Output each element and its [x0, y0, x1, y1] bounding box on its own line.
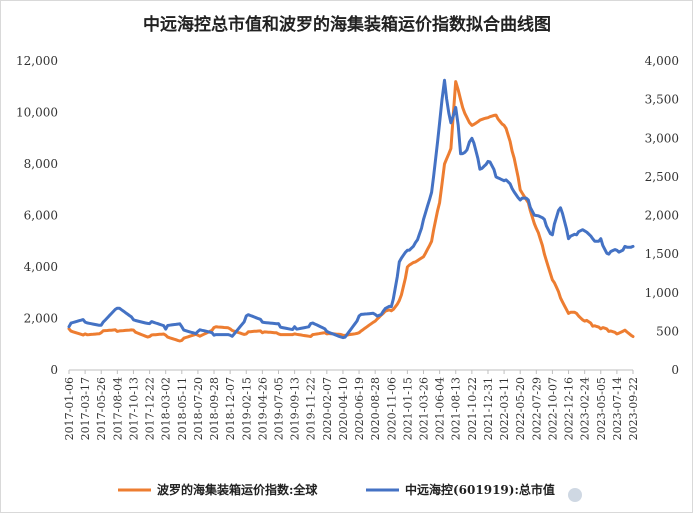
left-tick-label: 4,000 — [24, 260, 58, 274]
x-tick-label: 2018-09-28 — [208, 377, 221, 440]
x-tick-label: 2019-07-05 — [272, 377, 285, 440]
right-tick-label: 2,500 — [645, 170, 679, 184]
chart-title: 中远海控总市值和波罗的海集装箱运价指数拟合曲线图 — [143, 14, 551, 35]
left-tick-label: 10,000 — [16, 106, 58, 120]
x-tick-label: 2021-01-15 — [401, 377, 414, 440]
watermark-text: 雪球：青山隐士 — [587, 488, 671, 502]
x-tick-label: 2017-03-17 — [79, 377, 92, 440]
legend: 波罗的海集装箱运价指数:全球 中远海控(601919):总市值 — [118, 482, 555, 497]
left-axis: 0 2,000 4,000 6,000 8,000 10,000 12,000 — [16, 54, 58, 377]
x-tick-label: 2020-04-10 — [337, 377, 350, 440]
right-tick-label: 1,500 — [645, 247, 679, 261]
x-tick-label: 2022-03-11 — [498, 377, 511, 440]
series-group — [67, 78, 635, 343]
left-tick-label: 0 — [50, 363, 58, 377]
left-tick-label: 8,000 — [24, 157, 58, 171]
x-tick-label: 2023-07-14 — [611, 377, 624, 440]
x-tick-label: 2021-06-04 — [434, 377, 447, 440]
x-tick-label: 2022-07-29 — [530, 377, 543, 440]
x-tick-label: 2020-11-06 — [385, 377, 398, 440]
x-tick-label: 2019-02-15 — [240, 377, 253, 440]
right-tick-label: 4,000 — [645, 54, 679, 68]
x-tick-label: 2017-05-26 — [95, 377, 108, 440]
right-tick-label: 1,000 — [645, 286, 679, 300]
x-tick-label: 2018-03-02 — [160, 377, 173, 440]
x-tick-label: 2021-12-31 — [482, 377, 495, 440]
x-tick-label: 2020-02-07 — [321, 377, 334, 440]
x-tick-label: 2021-03-26 — [418, 377, 431, 440]
x-tick-label: 2019-04-26 — [256, 377, 269, 440]
left-tick-label: 12,000 — [16, 54, 58, 68]
right-tick-label: 3,000 — [645, 131, 679, 145]
series-line-left — [67, 80, 635, 343]
legend-label: 中远海控(601919):总市值 — [405, 482, 555, 497]
right-axis: 0 500 1,000 1,500 2,000 2,500 3,000 3,500 4,000 — [645, 54, 679, 377]
right-tick-label: 2,000 — [645, 209, 679, 223]
left-tick-label: 2,000 — [24, 312, 58, 326]
x-tick-label: 2022-05-20 — [514, 377, 527, 440]
x-tick-label: 2018-05-11 — [176, 377, 189, 440]
legend-label: 波罗的海集装箱运价指数:全球 — [157, 482, 318, 497]
x-tick-label: 2020-06-19 — [353, 377, 366, 440]
x-tick-label: 2022-12-16 — [563, 377, 576, 440]
series-line-right — [67, 78, 635, 340]
x-tick-label: 2023-09-22 — [627, 377, 640, 440]
x-tick-label: 2021-10-22 — [466, 377, 479, 440]
right-tick-label: 500 — [656, 324, 679, 338]
x-axis: 2017-01-06 2017-03-17 2017-05-26 2017-08-04… — [63, 370, 640, 440]
x-tick-label: 2017-08-04 — [111, 377, 124, 440]
x-tick-label: 2017-01-06 — [63, 377, 76, 440]
x-tick-label: 2020-08-28 — [369, 377, 382, 440]
watermark: 雪球：青山隐士 — [568, 488, 671, 502]
right-tick-label: 0 — [671, 363, 679, 377]
x-tick-label: 2022-10-07 — [546, 377, 559, 440]
x-tick-label: 2023-05-05 — [595, 377, 608, 440]
left-tick-label: 6,000 — [24, 209, 58, 223]
x-tick-label: 2018-12-07 — [224, 377, 237, 440]
x-tick-label: 2023-02-24 — [579, 377, 592, 440]
x-tick-label: 2019-09-13 — [289, 377, 302, 440]
watermark-logo-icon — [568, 488, 582, 502]
x-tick-label: 2017-10-13 — [127, 377, 140, 440]
x-tick-label: 2019-11-22 — [305, 377, 318, 440]
right-tick-label: 3,500 — [645, 93, 679, 107]
x-tick-label: 2021-08-13 — [450, 377, 463, 440]
x-tick-label: 2017-12-22 — [144, 377, 157, 440]
x-tick-label: 2018-07-20 — [192, 377, 205, 440]
